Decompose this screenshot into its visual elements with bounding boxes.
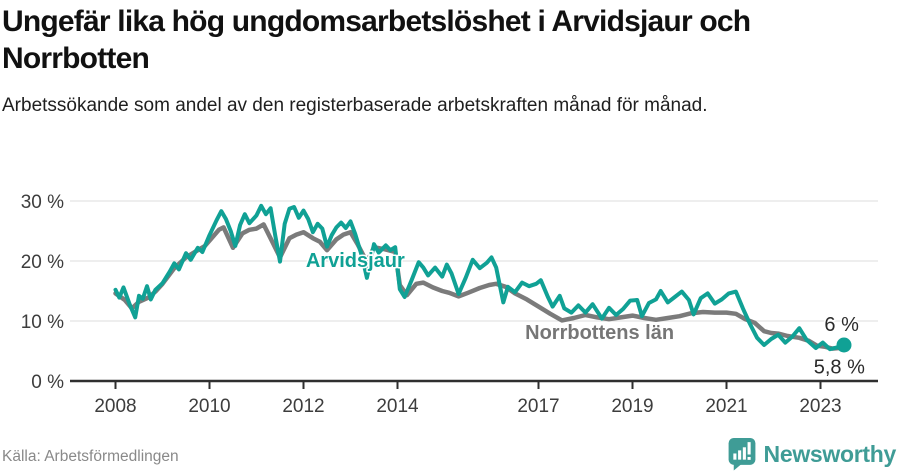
x-tick-label: 2023 [799,396,841,417]
y-tick-label: 0 % [31,372,64,393]
newsworthy-logo-icon [728,438,755,471]
x-tick-label: 2021 [705,396,747,417]
x-tick-label: 2008 [94,396,136,417]
y-tick-label: 10 % [21,312,64,333]
page-subtitle: Arbetssökande som andel av den registerb… [2,95,708,116]
series-end-dot [836,337,852,353]
series-end-value-label: 6 % [824,314,859,336]
x-tick-label: 2014 [376,396,419,417]
x-tick-label: 2010 [188,396,230,417]
x-tick-label: 2012 [282,396,324,417]
x-tick-label: 2019 [611,396,653,417]
newsworthy-brand: Newsworthy [728,438,896,471]
source-note: Källa: Arbetsförmedlingen [2,448,179,465]
series-label-arvidsjaur: Arvidsjaur [306,250,405,272]
x-tick-label: 2017 [517,396,559,417]
series-label-norrbottens-l-n: Norrbottens län [525,322,674,344]
series-line-norrbottens-l-n [113,222,847,351]
newsworthy-brand-label: Newsworthy [763,441,897,467]
series-line-arvidsjaur [113,203,846,352]
y-tick-label: 20 % [21,252,64,273]
y-tick-label: 30 % [21,192,64,213]
page-title: Ungefär lika hög ungdomsarbetslöshet i A… [2,5,751,75]
series-end-value-label: 5,8 % [814,357,865,379]
